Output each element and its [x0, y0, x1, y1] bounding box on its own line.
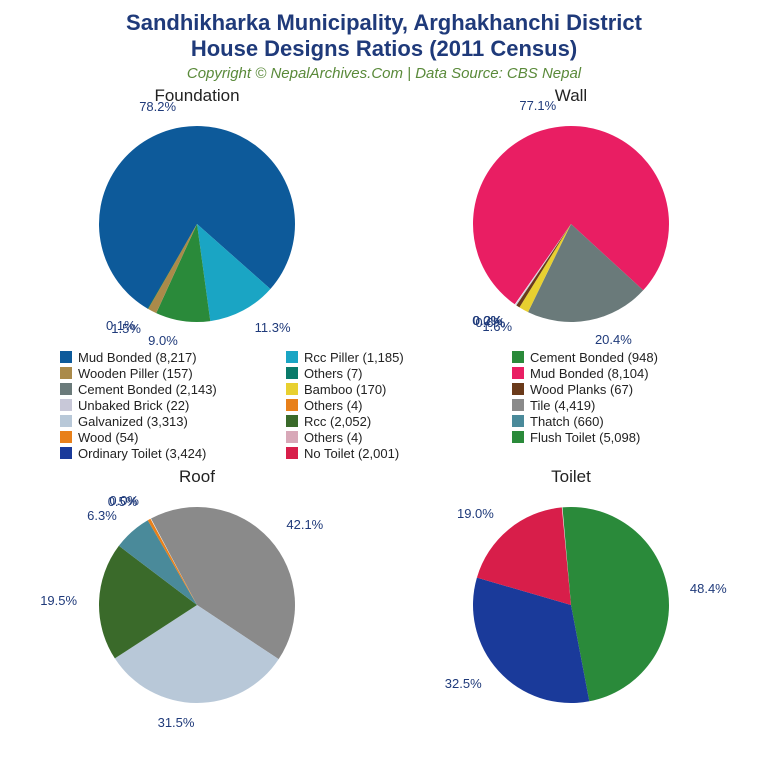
pie-svg — [471, 124, 671, 324]
legend-item: Mud Bonded (8,104) — [512, 366, 708, 381]
legend-label: Thatch (660) — [530, 414, 604, 429]
pie-wrap: 78.2%11.3%9.0%1.5%0.1% — [17, 104, 377, 344]
legend-item: Wooden Piller (157) — [60, 366, 256, 381]
pie-wrap: 77.1%20.4%1.6%0.6%0.2%0.0% — [391, 104, 751, 344]
pct-label: 19.5% — [40, 593, 77, 608]
legend-item: Cement Bonded (948) — [512, 350, 708, 365]
pie-wrap: 42.1%31.5%19.5%6.3%0.5%0.0% — [17, 485, 377, 725]
legend-label: Galvanized (3,313) — [78, 414, 188, 429]
legend-label: Cement Bonded (2,143) — [78, 382, 217, 397]
legend-label: Wooden Piller (157) — [78, 366, 193, 381]
legend-swatch — [60, 447, 72, 459]
pie-chart-foundation: Foundation78.2%11.3%9.0%1.5%0.1% — [10, 86, 384, 344]
legend-label: Rcc (2,052) — [304, 414, 371, 429]
pct-label: 42.1% — [286, 517, 323, 532]
pie-title: Toilet — [551, 467, 591, 487]
legend-label: No Toilet (2,001) — [304, 446, 399, 461]
legend-swatch — [60, 415, 72, 427]
legend-label: Others (4) — [304, 430, 363, 445]
pct-label: 11.3% — [255, 320, 291, 335]
legend-swatch — [286, 431, 298, 443]
legend-item: Mud Bonded (8,217) — [60, 350, 256, 365]
legend-label: Rcc Piller (1,185) — [304, 350, 404, 365]
legend-swatch — [512, 351, 524, 363]
legend-swatch — [286, 415, 298, 427]
pct-label: 31.5% — [158, 715, 195, 730]
pct-label: 20.4% — [595, 332, 632, 347]
legend-item: Bamboo (170) — [286, 382, 482, 397]
legend-label: Tile (4,419) — [530, 398, 595, 413]
legend-item: Rcc (2,052) — [286, 414, 482, 429]
legend-label: Unbaked Brick (22) — [78, 398, 189, 413]
legend-item: No Toilet (2,001) — [286, 446, 482, 461]
legend-swatch — [286, 383, 298, 395]
legend-item: Others (7) — [286, 366, 482, 381]
legend-item: Others (4) — [286, 430, 482, 445]
legend-label: Ordinary Toilet (3,424) — [78, 446, 206, 461]
legend-item: Cement Bonded (2,143) — [60, 382, 256, 397]
legend-swatch — [60, 351, 72, 363]
legend-swatch — [512, 415, 524, 427]
pct-label: 78.2% — [139, 99, 176, 114]
pie-chart-wall: Wall77.1%20.4%1.6%0.6%0.2%0.0% — [384, 86, 758, 344]
pie-svg — [471, 505, 671, 705]
chart-main-title: Sandhikharka Municipality, Arghakhanchi … — [10, 10, 758, 63]
pct-label: 6.3% — [87, 508, 117, 523]
chart-subtitle: Copyright © NepalArchives.Com | Data Sou… — [10, 65, 758, 82]
pie-svg — [97, 124, 297, 324]
legend-item: Ordinary Toilet (3,424) — [60, 446, 256, 461]
legend-item: Thatch (660) — [512, 414, 708, 429]
pct-label: 0.0% — [109, 493, 139, 508]
legend-swatch — [286, 367, 298, 379]
pie-wrap: 48.4% 32.5% 19.0% — [391, 485, 751, 725]
legend-swatch — [60, 383, 72, 395]
legend-swatch — [60, 367, 72, 379]
pie-chart-toilet: Toilet 48.4% 32.5% 19.0% — [384, 467, 758, 725]
legend-swatch — [286, 447, 298, 459]
legend-item: Galvanized (3,313) — [60, 414, 256, 429]
legend-item: Unbaked Brick (22) — [60, 398, 256, 413]
legend-swatch — [512, 399, 524, 411]
legend-label: Mud Bonded (8,104) — [530, 366, 649, 381]
legend-swatch — [60, 431, 72, 443]
pie-svg — [97, 505, 297, 705]
legend: Mud Bonded (8,217) Rcc Piller (1,185) Ceme… — [10, 344, 758, 467]
legend-label: Mud Bonded (8,217) — [78, 350, 197, 365]
legend-label: Wood (54) — [78, 430, 138, 445]
pie-title: Wall — [555, 86, 587, 106]
legend-label: Others (7) — [304, 366, 363, 381]
legend-swatch — [512, 431, 524, 443]
legend-item: Rcc Piller (1,185) — [286, 350, 482, 365]
legend-item: Wood Planks (67) — [512, 382, 708, 397]
pct-label: 48.4% — [690, 581, 727, 596]
pie-chart-roof: Roof42.1%31.5%19.5%6.3%0.5%0.0% — [10, 467, 384, 725]
legend-label: Cement Bonded (948) — [530, 350, 658, 365]
pct-label: 0.0% — [472, 313, 502, 328]
charts-grid: Foundation78.2%11.3%9.0%1.5%0.1%Wall77.1… — [10, 86, 758, 725]
pie-title: Roof — [179, 467, 215, 487]
legend-label: Flush Toilet (5,098) — [530, 430, 640, 445]
pct-label: 77.1% — [519, 98, 556, 113]
legend-swatch — [286, 351, 298, 363]
pct-label: 9.0% — [148, 333, 178, 348]
legend-swatch — [512, 383, 524, 395]
pct-label: 0.1% — [106, 318, 136, 333]
pct-label: 19.0% — [457, 506, 494, 521]
legend-swatch — [286, 399, 298, 411]
legend-item: Wood (54) — [60, 430, 256, 445]
legend-item: Tile (4,419) — [512, 398, 708, 413]
legend-label: Others (4) — [304, 398, 363, 413]
legend-swatch — [512, 367, 524, 379]
legend-label: Wood Planks (67) — [530, 382, 633, 397]
legend-label: Bamboo (170) — [304, 382, 386, 397]
legend-item: Flush Toilet (5,098) — [512, 430, 708, 445]
pct-label: 32.5% — [445, 676, 482, 691]
legend-swatch — [60, 399, 72, 411]
legend-item: Others (4) — [286, 398, 482, 413]
